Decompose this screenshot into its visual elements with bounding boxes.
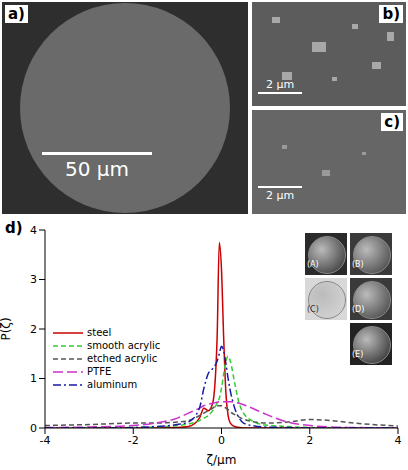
svg-text:-4: -4 xyxy=(40,434,51,447)
html-text:2 µm: 2 µm xyxy=(265,189,295,202)
html-text:d): d) xyxy=(5,219,23,237)
html-text:(E): (E) xyxy=(352,350,364,359)
svg-text:3: 3 xyxy=(30,273,37,286)
html-text:(B): (B) xyxy=(352,260,364,269)
svg-text:0: 0 xyxy=(218,434,225,447)
svg-text:0: 0 xyxy=(30,422,37,435)
html-text:etched acrylic: etched acrylic xyxy=(87,353,158,364)
html-text:aluminum: aluminum xyxy=(87,379,138,390)
svg-text:4: 4 xyxy=(395,434,402,447)
svg-text:-2: -2 xyxy=(128,434,139,447)
html-text:2 µm: 2 µm xyxy=(265,78,295,91)
html-text:(D): (D) xyxy=(352,305,365,314)
html-text:c): c) xyxy=(384,113,400,131)
html-text:(C): (C) xyxy=(307,305,319,314)
html-text:50 µm: 50 µm xyxy=(65,157,129,181)
svg-text:2: 2 xyxy=(306,434,313,447)
html-text:PTFE: PTFE xyxy=(87,366,112,377)
svg-text:ζ/μm: ζ/μm xyxy=(207,453,237,466)
html-text:smooth acrylic: smooth acrylic xyxy=(87,340,161,351)
html-text:b): b) xyxy=(382,5,400,23)
svg-text:1: 1 xyxy=(30,372,37,385)
html-text:(A): (A) xyxy=(307,260,319,269)
svg-text:4: 4 xyxy=(30,224,37,237)
svg-text:P(ζ): P(ζ) xyxy=(0,317,13,340)
html-text:a): a) xyxy=(8,5,25,23)
svg-text:2: 2 xyxy=(30,323,37,336)
html-text:steel: steel xyxy=(87,327,112,338)
